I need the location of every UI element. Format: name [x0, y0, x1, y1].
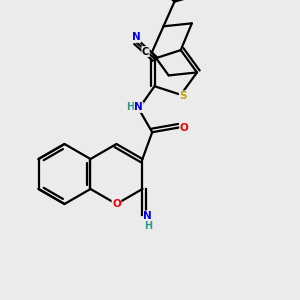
- Text: O: O: [112, 199, 121, 209]
- Text: O: O: [180, 122, 189, 133]
- Text: S: S: [179, 91, 187, 101]
- Text: H: H: [144, 221, 152, 231]
- Text: C: C: [142, 46, 149, 57]
- Text: N: N: [134, 102, 143, 112]
- Text: H: H: [126, 102, 134, 112]
- Text: N: N: [132, 32, 141, 42]
- Text: N: N: [143, 211, 152, 221]
